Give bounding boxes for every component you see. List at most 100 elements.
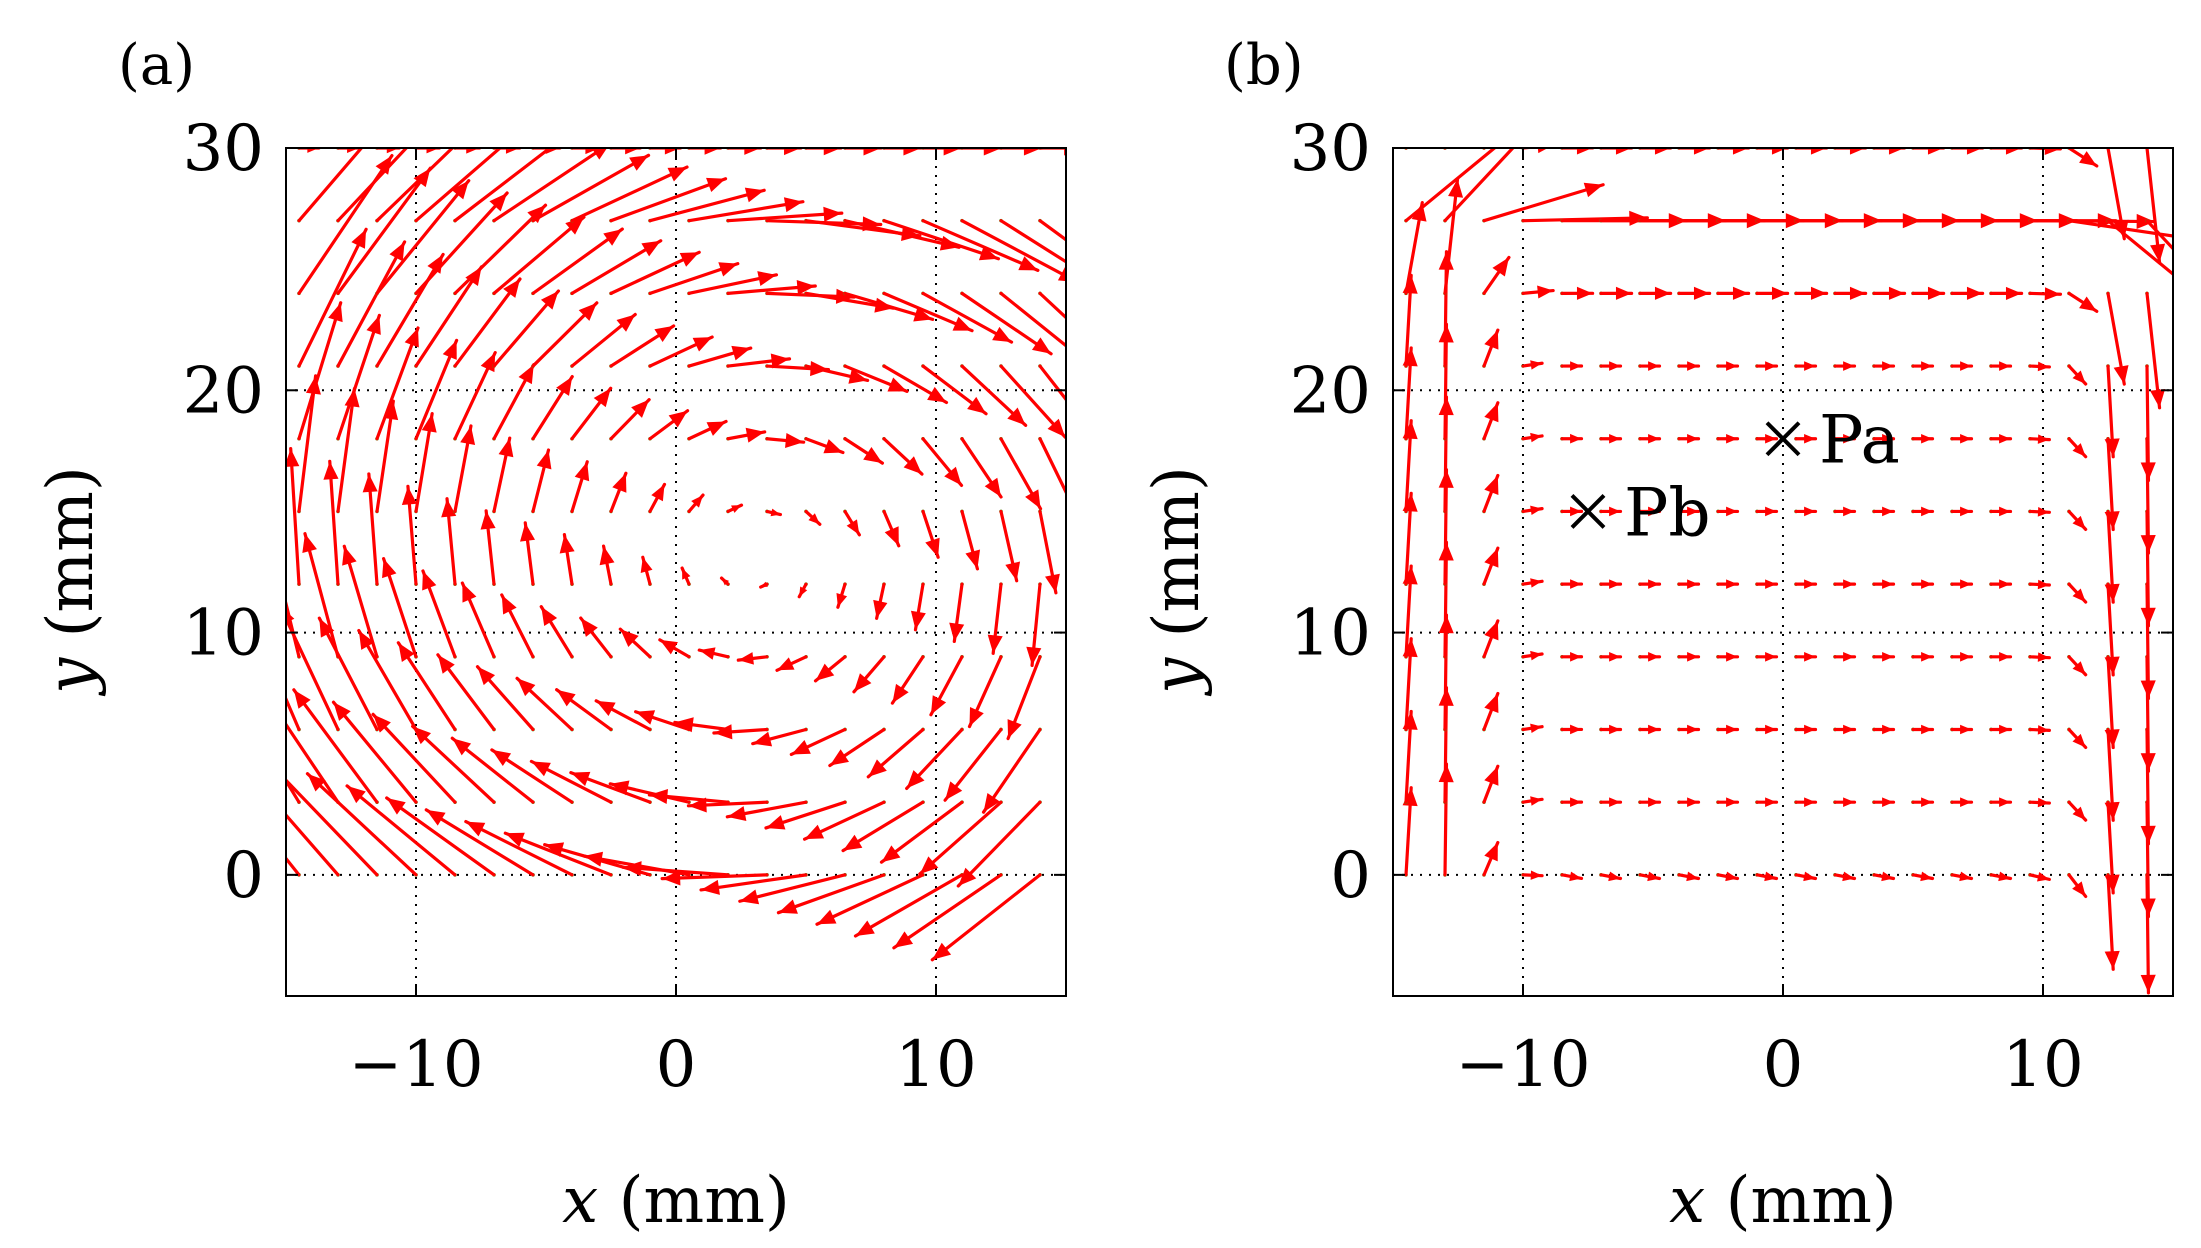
- arrow-shaft: [1404, 148, 1408, 150]
- panel-a-ticks: −10 0 10 0 10 20 30: [183, 112, 1066, 1102]
- arrow-head: [358, 630, 375, 650]
- arrow-head: [949, 622, 965, 642]
- arrow-head: [1726, 361, 1738, 371]
- arrow-head: [1138, 289, 1157, 306]
- arrow-head: [799, 586, 808, 597]
- velocity-arrow: [531, 153, 651, 223]
- arrow-head: [1765, 433, 1777, 444]
- velocity-arrow: [759, 581, 769, 589]
- velocity-arrow: [1482, 328, 1500, 368]
- arrow-head: [1726, 652, 1738, 662]
- arrow-head: [892, 683, 909, 704]
- arrow-head: [903, 456, 922, 475]
- arrow-head: [616, 314, 636, 332]
- arrow-head: [1804, 579, 1816, 589]
- arrow-head: [967, 396, 987, 414]
- velocity-arrow: [882, 509, 901, 548]
- velocity-arrow: [609, 398, 651, 441]
- arrow-head: [593, 388, 611, 408]
- velocity-arrow: [515, 676, 574, 732]
- velocity-arrow: [1716, 797, 1740, 807]
- arrow-head: [1570, 433, 1582, 444]
- arrow-head: [333, 702, 351, 721]
- velocity-arrow: [2067, 364, 2088, 386]
- velocity-arrow: [2145, 148, 2166, 264]
- arrow-shaft: [453, 148, 553, 223]
- arrow-head: [1537, 285, 1554, 299]
- velocity-arrow: [1911, 148, 1946, 155]
- marker-cross: [1570, 494, 1606, 529]
- velocity-arrow: [2067, 582, 2088, 604]
- arrow-head: [1888, 286, 1905, 300]
- arrow-shaft: [414, 148, 503, 223]
- arrow-head: [965, 549, 981, 569]
- velocity-arrow: [1833, 433, 1857, 444]
- arrow-head: [718, 262, 738, 277]
- velocity-arrow: [2028, 652, 2051, 662]
- arrow-head: [1764, 871, 1777, 882]
- velocity-arrow: [599, 544, 615, 586]
- arrow-head: [765, 815, 786, 830]
- arrow-head: [462, 583, 477, 603]
- velocity-arrow: [357, 628, 418, 732]
- arrow-shaft: [1038, 437, 1066, 496]
- velocity-arrow: [1560, 506, 1584, 517]
- arrow-shaft: [492, 148, 607, 223]
- x-tick-label: −10: [1455, 1028, 1590, 1102]
- arrow-head: [1031, 337, 1052, 354]
- arrow-head: [1648, 361, 1660, 371]
- arrow-head: [804, 824, 825, 840]
- velocity-arrow: [331, 700, 418, 804]
- arrow-head: [1438, 251, 1454, 270]
- arrow-head: [1045, 573, 1060, 593]
- arrow-shaft: [1482, 148, 1486, 150]
- velocity-arrow: [2104, 437, 2120, 532]
- y-tick-label: 30: [1290, 112, 1371, 186]
- arrow-head: [1888, 148, 1905, 155]
- velocity-arrow: [1560, 361, 1584, 371]
- velocity-arrow: [648, 335, 714, 368]
- velocity-arrow: [736, 652, 769, 665]
- arrow-head: [1771, 148, 1788, 155]
- velocity-arrow: [905, 727, 964, 791]
- velocity-arrow: [697, 647, 730, 660]
- velocity-arrow: [1638, 148, 1673, 155]
- arrow-head: [1530, 505, 1543, 515]
- arrow-head: [544, 842, 565, 857]
- arrow-shaft: [305, 772, 418, 877]
- velocity-arrow: [1677, 871, 1701, 882]
- velocity-arrow: [609, 177, 728, 223]
- velocity-arrow: [804, 509, 822, 526]
- arrow-head: [545, 148, 560, 154]
- velocity-arrow: [2104, 873, 2120, 971]
- arrow-head: [2150, 389, 2166, 408]
- velocity-arrow: [1950, 724, 1974, 735]
- arrow-head: [1881, 871, 1894, 882]
- velocity-arrow: [1794, 148, 1829, 155]
- velocity-arrow: [375, 326, 420, 441]
- arrow-head: [1960, 361, 1972, 371]
- arrow-head: [599, 546, 615, 566]
- arrow-head: [932, 942, 952, 960]
- arrow-head: [559, 534, 575, 554]
- velocity-arrow: [687, 345, 753, 368]
- velocity-arrow: [411, 724, 496, 804]
- arrow-head: [2104, 874, 2120, 893]
- velocity-arrow: [286, 447, 301, 586]
- velocity-arrow: [1794, 652, 1818, 662]
- velocity-arrow: [570, 312, 637, 368]
- y-tick-label: 0: [223, 839, 264, 913]
- arrow-head: [668, 410, 688, 428]
- velocity-arrow: [1872, 148, 1907, 155]
- arrow-head: [1842, 871, 1855, 882]
- velocity-arrow: [1755, 506, 1779, 517]
- arrow-head: [1530, 723, 1543, 734]
- arrow-head: [1492, 112, 1508, 131]
- velocity-arrow: [1038, 219, 1157, 306]
- arrow-head: [770, 353, 790, 369]
- arrow-head: [1570, 361, 1582, 371]
- arrow-head: [2037, 434, 2050, 444]
- velocity-arrow: [776, 873, 886, 915]
- velocity-arrow: [1872, 579, 1896, 589]
- velocity-arrow: [815, 873, 925, 926]
